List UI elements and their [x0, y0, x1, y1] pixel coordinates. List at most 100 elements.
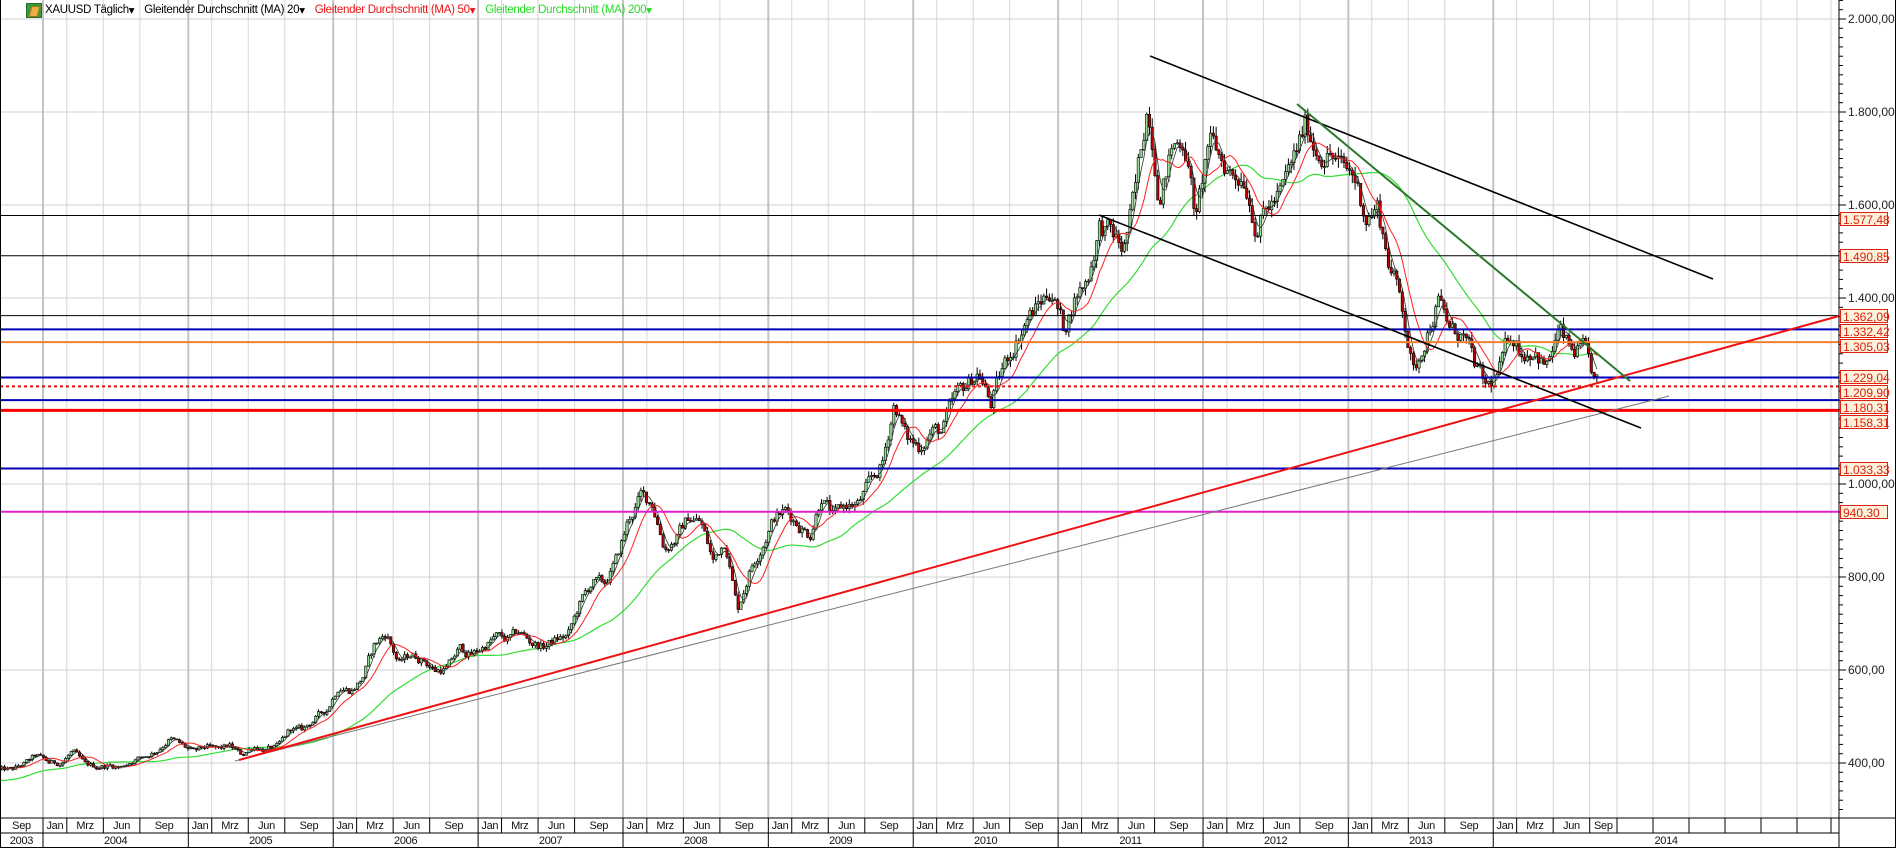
candle-body-down [1317, 155, 1321, 162]
candle-body-down [550, 639, 554, 644]
month-label: Mrz [1236, 820, 1254, 832]
green-resistance-trendline[interactable] [1296, 103, 1631, 382]
candle-body-up [297, 725, 301, 728]
month-label: Sep [589, 820, 609, 832]
candle-body-up [1434, 306, 1438, 327]
y-tick-label: 400,00 [1848, 756, 1885, 770]
red-support-trendline[interactable] [238, 315, 1840, 761]
candle-body-up [1025, 319, 1029, 326]
candle [1067, 314, 1071, 337]
candle-body-down [236, 748, 240, 751]
candle-body-down [47, 760, 51, 764]
candle-body-up [611, 562, 615, 572]
candle-body-up [1503, 338, 1507, 353]
candle [647, 502, 651, 506]
candle [614, 553, 618, 565]
candle-body-down [736, 594, 740, 610]
symbol-selector[interactable]: XAUUSD Täglich ▾ [45, 3, 135, 17]
candle [58, 764, 62, 768]
candle [881, 456, 885, 469]
candle-body-down [795, 520, 799, 527]
month-label: Mrz [76, 820, 94, 832]
candle [1389, 259, 1393, 276]
candle-body-up [280, 737, 284, 742]
candle-body-down [1359, 183, 1363, 206]
month-label: Sep [444, 820, 464, 832]
candle-body-up [330, 698, 334, 708]
candle-body-down [586, 590, 590, 592]
candle [394, 650, 398, 662]
candle [186, 746, 190, 751]
candle-body-down [650, 502, 654, 508]
candle-body-up [569, 623, 573, 630]
candle-body-down [797, 525, 801, 534]
ma50-indicator[interactable]: Gleitender Durchschnitt (MA) 50 ▾ [315, 3, 476, 17]
candle-body-down [936, 424, 940, 434]
candle-body-down [1364, 215, 1368, 226]
candle [1217, 148, 1221, 159]
candle-body-up [1000, 368, 1004, 377]
candle-body-up [928, 433, 932, 441]
candle [1211, 126, 1215, 140]
candle-body-up [139, 756, 143, 759]
candle [489, 636, 493, 646]
candle-body-up [739, 601, 743, 610]
month-label: Jan [46, 820, 64, 832]
candle [769, 518, 773, 533]
month-label: Mrz [511, 820, 529, 832]
candle [617, 553, 621, 556]
month-label: Sep [1459, 820, 1479, 832]
candle-body-up [867, 476, 871, 483]
candle-body-up [881, 460, 885, 466]
candle [1097, 218, 1101, 247]
candle [72, 749, 76, 753]
candle [450, 657, 454, 661]
month-label: Mrz [946, 820, 964, 832]
month-label: Jun [693, 820, 711, 832]
ma200-indicator[interactable]: Gleitender Durchschnitt (MA) 200 ▾ [485, 3, 652, 17]
candle-body-down [1256, 235, 1260, 238]
candle-body-up [931, 427, 935, 435]
candle-body-down [711, 551, 715, 560]
candle-body-up [169, 737, 173, 740]
candle-body-down [1222, 160, 1226, 174]
level-label: 1.362,09 [1840, 308, 1890, 324]
candle [425, 659, 429, 669]
upper-channel-trendline[interactable] [1149, 55, 1714, 280]
candle-body-down [233, 747, 237, 750]
y-tick-label: 2.000,00 [1848, 12, 1895, 26]
ma20-indicator[interactable]: Gleitender Durchschnitt (MA) 20 ▾ [144, 3, 305, 17]
candle-body-down [603, 581, 607, 585]
candle-body-up [1575, 345, 1579, 358]
candle-body-down [1064, 330, 1068, 333]
candle [642, 486, 646, 497]
candle-body-up [447, 659, 451, 667]
month-label: Jun [402, 820, 420, 832]
candle-body-down [1295, 150, 1299, 153]
candle [808, 534, 812, 542]
candle-body-up [1550, 350, 1554, 358]
candle-body-down [528, 637, 532, 644]
candle [958, 381, 962, 387]
lower-channel-trendline[interactable] [1098, 214, 1642, 429]
candle-body-down [917, 442, 921, 453]
candle [1131, 190, 1135, 212]
candle-body-up [511, 629, 515, 635]
candle [1286, 158, 1290, 177]
candle [953, 388, 957, 400]
horizontal-levels[interactable] [0, 214, 1839, 513]
candle-body-up [1028, 310, 1032, 321]
candle-body-up [539, 643, 543, 649]
candle [461, 643, 465, 654]
trendlines[interactable] [234, 55, 1840, 762]
candle-body-down [1081, 287, 1085, 289]
candle-body-down [1403, 311, 1407, 332]
candle-body-down [531, 642, 535, 646]
gray-support-trendline[interactable] [234, 395, 1670, 762]
candle-body-down [153, 752, 157, 755]
candle-body-up [858, 499, 862, 501]
candle [1147, 107, 1151, 136]
candle-body-down [647, 502, 651, 504]
candle-body-up [1134, 182, 1138, 193]
